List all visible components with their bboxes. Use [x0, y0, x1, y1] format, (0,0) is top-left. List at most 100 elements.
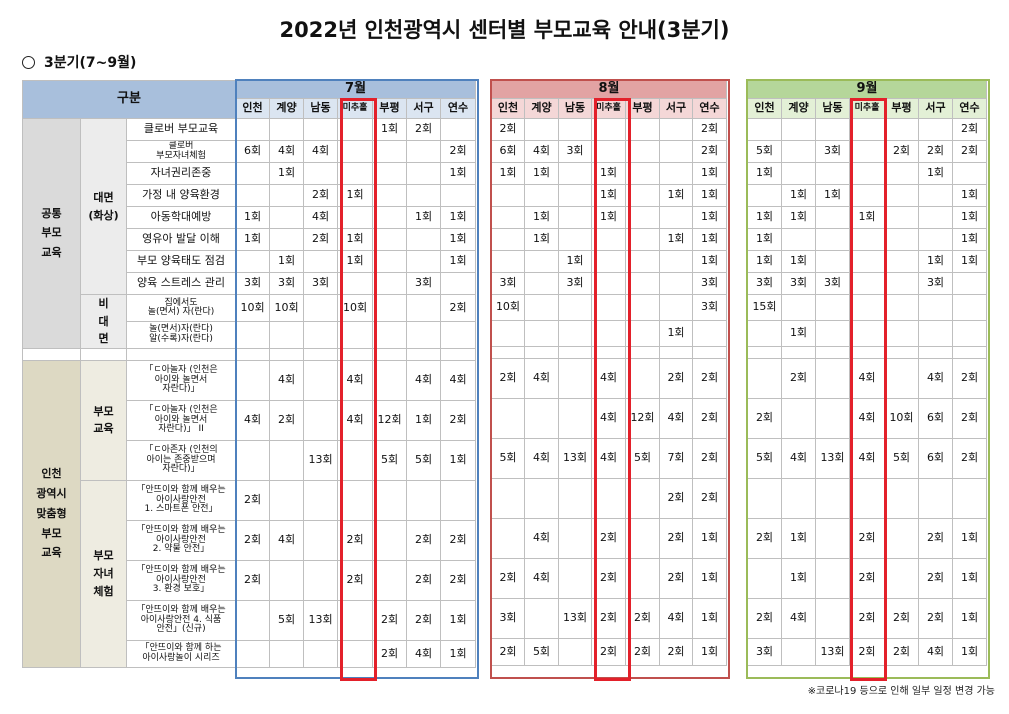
- center-header: 서구: [659, 98, 693, 119]
- count-cell: 2회: [747, 518, 782, 559]
- count-cell: 13회: [558, 438, 592, 479]
- program-name: 「안뜨이와 함께 배우는 아이사랑안전 2. 약물 안전」: [125, 519, 237, 561]
- count-cell: 4회: [781, 598, 816, 639]
- count-cell: [849, 162, 885, 185]
- count-cell: [491, 228, 525, 251]
- month-header-row: 구분 7월: [21, 80, 477, 119]
- count-cell: [491, 206, 525, 229]
- count-cell: [269, 228, 305, 251]
- spacer-cell: [235, 347, 271, 361]
- count-cell: [440, 272, 477, 295]
- count-cell: 1회: [849, 206, 885, 229]
- count-cell: [406, 320, 442, 349]
- count-cell: [747, 118, 782, 141]
- program-name: 아동학대예방: [125, 206, 237, 229]
- table-row: 1회: [491, 320, 728, 347]
- count-cell: 1회: [406, 399, 442, 441]
- spacer-cell: [22, 347, 81, 361]
- count-cell: 1회: [524, 228, 559, 251]
- count-cell: 1회: [235, 206, 271, 229]
- count-cell: [951, 478, 988, 519]
- program-name: 「ㄷ아놀자 (인천은 아이와 놀면서 자란다)」: [125, 359, 237, 401]
- count-cell: 1회: [815, 184, 850, 207]
- count-cell: 4회: [269, 359, 305, 401]
- count-cell: 1회: [491, 162, 525, 185]
- quarter-label: 3분기(7~9월): [44, 55, 137, 71]
- count-cell: 5회: [372, 439, 408, 481]
- center-header-row: 인천 계양 남동 미추홀 부평 서구 연수: [23, 98, 477, 119]
- gubun-header: 구분: [21, 80, 237, 119]
- count-cell: 1회: [781, 184, 816, 207]
- count-cell: 2회: [440, 559, 477, 601]
- spacer-cell: [884, 346, 919, 359]
- count-cell: 2회: [337, 519, 374, 561]
- count-cell: [524, 598, 559, 639]
- count-cell: [625, 518, 660, 559]
- month-label: 9월: [746, 80, 988, 99]
- month-header-row: 8월: [490, 80, 728, 99]
- table-row: 인천 광역시 맞춤형 부모 교육 부모 교육 「ㄷ아놀자 (인천은 아이와 놀면서 …: [22, 359, 477, 668]
- count-cell: [659, 162, 693, 185]
- count-cell: 2회: [849, 638, 885, 666]
- spacer-row: [22, 347, 477, 361]
- count-cell: [491, 518, 525, 559]
- count-cell: [815, 518, 850, 559]
- count-cell: [625, 206, 660, 229]
- program-name: 「안뜨이와 함께 배우는 아이사랑안전 4. 식품 안전」(신규): [125, 599, 237, 641]
- count-cell: [440, 320, 477, 349]
- count-cell: 2회: [781, 358, 816, 399]
- count-cell: 1회: [691, 638, 728, 666]
- count-cell: 4회: [781, 438, 816, 479]
- count-cell: 1회: [440, 439, 477, 481]
- count-cell: 2회: [406, 519, 442, 561]
- count-cell: [558, 320, 592, 347]
- count-cell: [747, 184, 782, 207]
- count-cell: [372, 184, 408, 207]
- count-cell: [781, 294, 816, 321]
- count-cell: 10회: [337, 294, 374, 322]
- count-cell: [558, 162, 592, 185]
- count-cell: [625, 478, 660, 519]
- schedule-table-left: 구분 7월 인천 계양 남동 미추홀 부평 서구 연수 공통 부모 교육 대면 (화상) 클로버 부모…: [21, 80, 477, 668]
- spacer-cell: [849, 346, 885, 359]
- count-cell: [440, 479, 477, 521]
- count-cell: 2회: [918, 518, 953, 559]
- count-cell: [747, 478, 782, 519]
- subcategory-non-face: 비 대 면: [80, 294, 127, 349]
- count-cell: [269, 184, 305, 207]
- subcategory-parent-child: 부모 자녀 체험: [80, 479, 127, 668]
- count-cell: [524, 272, 559, 295]
- count-cell: [524, 294, 559, 321]
- count-cell: 10회: [269, 294, 305, 322]
- center-header: 남동: [815, 98, 850, 119]
- count-cell: [235, 359, 271, 401]
- count-cell: 1회: [691, 598, 728, 639]
- count-cell: 1회: [781, 250, 816, 273]
- center-header-row: 인천 계양 남동 미추홀 부평 서구 연수: [747, 98, 988, 119]
- count-cell: [918, 228, 953, 251]
- count-cell: 2회: [918, 140, 953, 163]
- count-cell: [558, 518, 592, 559]
- count-cell: [372, 359, 408, 401]
- count-cell: [591, 140, 626, 163]
- count-cell: [625, 162, 660, 185]
- count-cell: [849, 140, 885, 163]
- count-cell: [337, 118, 374, 141]
- count-cell: 2회: [491, 638, 525, 666]
- count-cell: [491, 478, 525, 519]
- spacer-cell: [951, 346, 988, 359]
- table-row: 4회 12회 4회 2회: [491, 398, 728, 439]
- center-header: 인천: [491, 98, 525, 119]
- table-row: 1회: [747, 320, 988, 347]
- center-header: 서구: [406, 98, 442, 119]
- count-cell: [591, 118, 626, 141]
- center-header: 부평: [625, 98, 660, 119]
- count-cell: 12회: [625, 398, 660, 439]
- count-cell: [781, 140, 816, 163]
- count-cell: 2회: [849, 518, 885, 559]
- spacer-cell: [747, 346, 782, 359]
- count-cell: 4회: [849, 358, 885, 399]
- count-cell: 2회: [691, 438, 728, 479]
- count-cell: [849, 250, 885, 273]
- count-cell: [659, 250, 693, 273]
